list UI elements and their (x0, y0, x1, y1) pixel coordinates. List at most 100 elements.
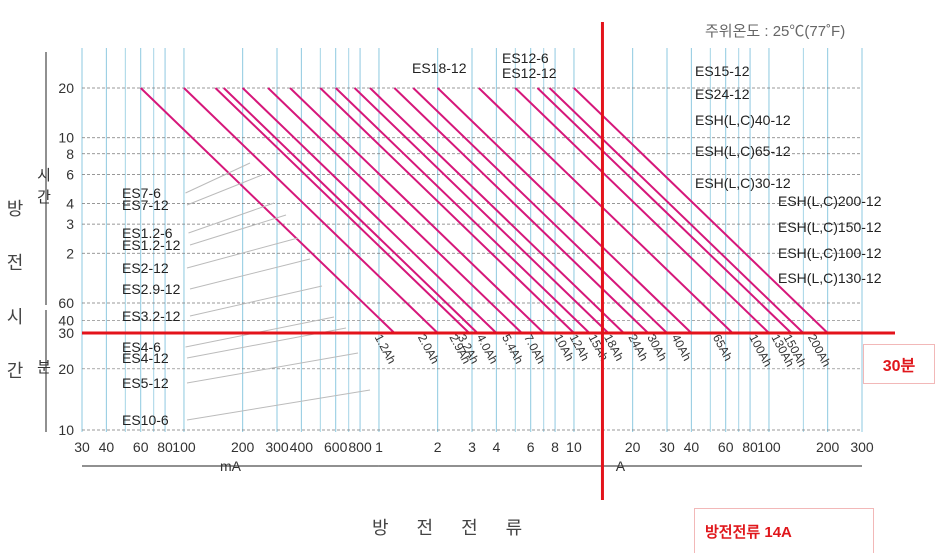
x-tick-label: 40 (99, 439, 115, 455)
x-unit-label-A: A (616, 458, 626, 474)
model-leader-line (188, 202, 275, 234)
capacity-curve (369, 87, 625, 334)
model-label: ES1.2-12 (122, 237, 181, 253)
x-tick-label: 3 (468, 439, 476, 455)
x-tick-label: 100 (172, 439, 196, 455)
model-label: ESH(L,C)130-12 (778, 270, 882, 286)
x-tick-label: 80 (157, 439, 173, 455)
model-leader-line (186, 237, 299, 269)
model-label: ES10-6 (122, 412, 169, 428)
capacity-curve (267, 87, 523, 334)
capacity-curve-label: 200Ah (805, 332, 834, 369)
x-tick-label: 40 (684, 439, 700, 455)
capacity-curve (353, 87, 609, 334)
x-tick-label: 400 (290, 439, 314, 455)
x-tick-label: 30 (74, 439, 90, 455)
model-leader-line (186, 352, 359, 384)
x-tick-label: 60 (718, 439, 734, 455)
model-label: ESH(L,C)200-12 (778, 193, 882, 209)
y-tick-label: 2 (66, 245, 74, 261)
model-label: ESH(L,C)30-12 (695, 175, 791, 191)
capacity-curve (289, 87, 545, 334)
y-axis-title-char: 간 (6, 361, 24, 381)
model-label: ES12-12 (502, 65, 557, 81)
x-tick-label: 6 (527, 439, 535, 455)
capacity-curve (241, 87, 498, 334)
model-label: ES15-12 (695, 63, 750, 79)
capacity-curve-label: 30Ah (644, 332, 670, 363)
capacity-curve (223, 87, 479, 334)
ambient-temperature-note: 주위온도 : 25℃(77˚F) (705, 23, 846, 40)
model-leader-line (185, 162, 251, 194)
thirty-minute-callout: 30분 (863, 344, 935, 384)
capacity-curve (548, 87, 804, 334)
model-label: ESH(L,C)40-12 (695, 112, 791, 128)
model-leader-line (189, 258, 311, 290)
y-tick-label: 3 (66, 216, 74, 232)
model-label: ES3.2-12 (122, 308, 181, 324)
y-tick-label: 10 (58, 130, 74, 146)
x-tick-label: 600 (324, 439, 348, 455)
capacity-curve-label: 40Ah (669, 332, 695, 363)
model-label: ES7-12 (122, 197, 169, 213)
model-label: ES2.9-12 (122, 281, 181, 297)
y-axis-title-char: 시 (6, 307, 24, 327)
x-tick-label: 1 (375, 439, 383, 455)
capacity-curve (412, 87, 668, 334)
model-label: ES18-12 (412, 60, 467, 76)
discharge-current-callout-text: 방전전류 14A (705, 523, 792, 541)
y-tick-label: 60 (58, 295, 74, 311)
y-axis-title-char: 방 (6, 199, 24, 219)
model-leader-line (189, 285, 323, 317)
x-tick-label: 60 (133, 439, 149, 455)
y-tick-label: 30 (58, 325, 74, 341)
capacity-curve-label: 65Ah (710, 332, 736, 363)
y-group-label-min: 분 (37, 359, 51, 376)
x-tick-label: 4 (492, 439, 500, 455)
capacity-curve (214, 87, 470, 334)
capacity-curve (319, 87, 575, 334)
model-label: ES2-12 (122, 260, 169, 276)
x-tick-label: 200 (231, 439, 255, 455)
x-tick-label: 20 (625, 439, 641, 455)
y-group-label-hour-1: 시 (37, 167, 51, 184)
capacity-curve (436, 87, 693, 334)
capacity-curve (335, 87, 591, 334)
capacity-curve (478, 87, 734, 334)
y-tick-label: 8 (66, 146, 74, 162)
y-axis-title-char: 전 (6, 253, 24, 273)
y-tick-label: 6 (66, 166, 74, 182)
x-tick-label: 8 (551, 439, 559, 455)
x-tick-label: 200 (816, 439, 840, 455)
model-label: ES1.2-6 (122, 225, 173, 241)
x-tick-label: 30 (659, 439, 675, 455)
capacity-curve (573, 87, 829, 334)
y-tick-label: 20 (58, 361, 74, 377)
capacity-curve (536, 87, 792, 334)
x-tick-label: 100 (757, 439, 781, 455)
model-leader-line (186, 389, 371, 421)
x-tick-label: 300 (850, 439, 874, 455)
y-tick-label: 10 (58, 422, 74, 438)
x-axis-title: 방전전류 (372, 518, 551, 538)
model-label: ES5-12 (122, 375, 169, 391)
y-tick-label: 4 (66, 196, 74, 212)
model-label: ESH(L,C)100-12 (778, 245, 882, 261)
model-label: ES4-6 (122, 339, 161, 355)
x-unit-label-mA: mA (220, 458, 242, 474)
model-label: ES12-6 (502, 50, 549, 66)
model-label: ES4-12 (122, 350, 169, 366)
x-tick-label: 800 (348, 439, 372, 455)
capacity-curve (140, 87, 396, 334)
model-leader-line (186, 174, 263, 206)
model-label: ES7-6 (122, 185, 161, 201)
model-label: ES24-12 (695, 86, 750, 102)
model-label: ESH(L,C)65-12 (695, 143, 791, 159)
capacity-curve (393, 87, 649, 334)
y-tick-label: 40 (58, 313, 74, 329)
capacity-curve-label: 1.2Ah (372, 332, 399, 366)
discharge-current-callout: 방전전류 14A (694, 508, 874, 553)
x-tick-label: 300 (265, 439, 289, 455)
